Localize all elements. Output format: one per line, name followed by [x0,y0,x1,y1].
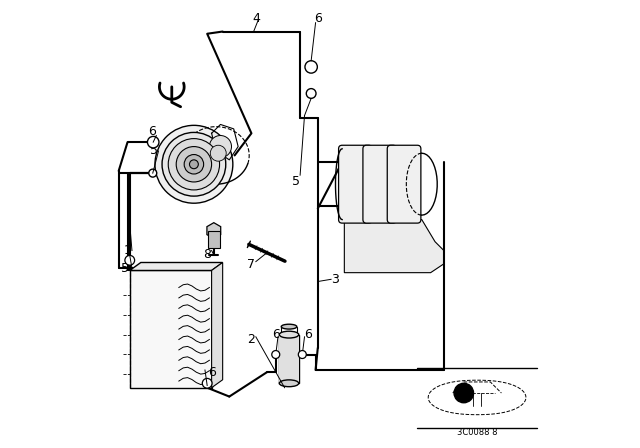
Polygon shape [212,263,223,388]
Circle shape [189,160,198,169]
Text: 3C0088 8: 3C0088 8 [457,428,497,437]
Circle shape [298,350,307,358]
Circle shape [305,61,317,73]
Circle shape [307,89,316,99]
Circle shape [176,146,212,182]
FancyBboxPatch shape [387,145,421,223]
FancyBboxPatch shape [363,145,397,223]
Ellipse shape [279,380,299,387]
Circle shape [202,379,212,388]
Text: 4: 4 [252,12,260,25]
Text: 3: 3 [332,273,339,286]
Text: 8: 8 [203,249,211,262]
Circle shape [147,136,159,148]
Circle shape [162,133,226,196]
Circle shape [272,350,280,358]
Circle shape [209,135,232,158]
Circle shape [184,155,204,174]
Polygon shape [344,220,444,273]
Text: 6: 6 [148,125,156,138]
Circle shape [148,169,157,177]
Polygon shape [130,263,223,271]
Text: 1: 1 [124,244,131,257]
Text: 5: 5 [150,145,158,158]
Bar [208,231,220,248]
Text: 6: 6 [207,366,216,379]
Circle shape [211,145,226,161]
Circle shape [454,383,474,403]
Text: 7: 7 [248,258,255,271]
FancyBboxPatch shape [339,145,372,223]
Polygon shape [207,223,221,239]
Text: 2: 2 [248,332,255,345]
Ellipse shape [281,324,297,329]
Ellipse shape [279,331,299,338]
Text: 5: 5 [122,262,129,275]
Circle shape [168,138,220,190]
Text: 6: 6 [314,12,322,25]
Circle shape [155,125,233,203]
Text: 6: 6 [272,328,280,341]
Text: 5: 5 [292,176,300,189]
Bar [130,271,212,388]
Bar [279,335,299,383]
Text: 6: 6 [303,328,312,341]
Circle shape [125,255,134,265]
